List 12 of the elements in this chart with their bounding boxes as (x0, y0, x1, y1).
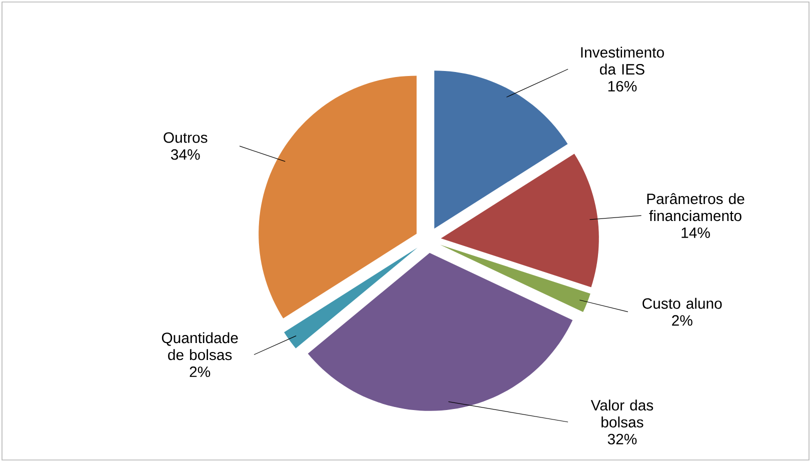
slice-label: Valor das bolsas (590, 400, 654, 428)
data-label: 16% (608, 80, 637, 92)
slice-label: Investimento da IES (581, 46, 664, 75)
data-label: 32% (608, 434, 637, 444)
slice-label: Quantidade de bolsas (162, 332, 238, 360)
data-label: 34% (171, 149, 200, 160)
data-label: 2% (672, 315, 692, 326)
data-label: 14% (682, 228, 710, 238)
slice-label: Outros (164, 132, 208, 143)
slice-label: Custo aluno (642, 298, 722, 309)
data-label: 2% (190, 366, 210, 378)
slice-label: Parâmetros de financiamento (647, 193, 744, 222)
